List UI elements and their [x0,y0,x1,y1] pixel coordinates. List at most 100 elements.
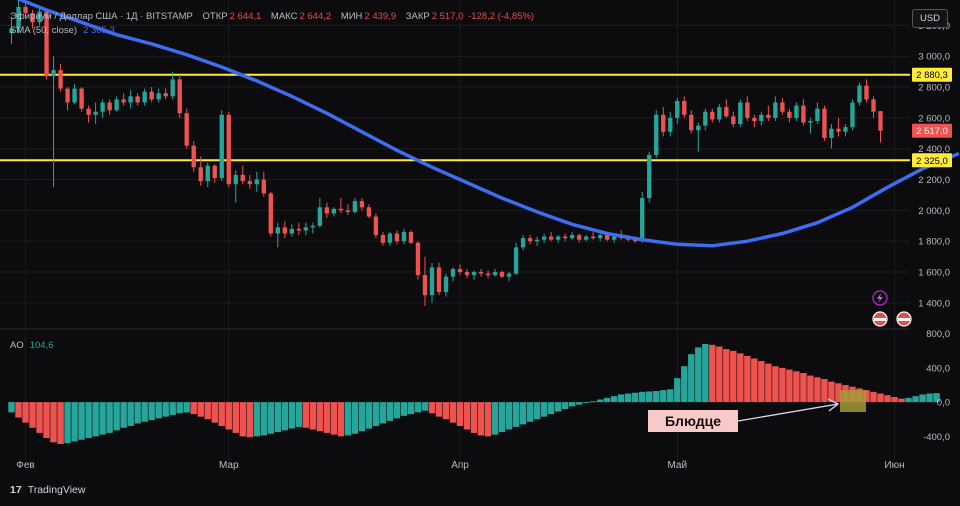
tradingview-name: TradingView [27,484,86,496]
ao-bar-96 [681,366,688,403]
candle-body-99 [703,111,708,126]
candle-body-74 [527,238,533,242]
candle-body-75 [534,239,540,242]
ao-bar-19 [141,402,148,422]
price-tick-label-0: 1 400,0 [918,298,950,309]
candle-body-3 [30,13,35,23]
currency-button[interactable]: USD [912,9,948,28]
candle-body-35 [254,179,259,185]
candle-body-94 [668,117,673,132]
candle-body-61 [436,267,442,293]
ao-bar-29 [211,402,218,423]
candle-body-51 [366,207,372,217]
candle-body-10 [79,88,84,109]
ao-bar-55 [393,402,401,419]
event-markers[interactable] [872,290,912,327]
candle-body-71 [506,273,512,277]
ao-bar-90 [639,391,646,403]
ao-bar-124 [877,393,884,403]
candle-body-106 [752,117,757,121]
close-label: ЗАКР [405,11,430,22]
ao-bar-38 [274,402,282,433]
candle-body-17 [128,96,133,103]
ao-bar-104 [737,353,744,403]
ao-bar-97 [688,354,695,403]
ao-bar-23 [169,402,176,415]
symbol-name[interactable]: Эфириум / Доллар США · 1Д · BITSTAMP [10,11,193,22]
high-label: МАКС [270,11,298,22]
time-axis[interactable]: Фев Мар Апр Май Июн [16,460,904,471]
candle-body-77 [548,236,554,240]
candle-body-121 [857,85,862,103]
candle-body-11 [86,108,91,115]
candle-body-116 [822,108,827,138]
high-value: 2 644,2 [299,11,332,22]
lightning-icon-glyph [877,293,883,303]
level-tag-0-bg [912,67,952,82]
ao-bar-13 [99,402,106,435]
ao-bar-32 [232,402,239,433]
ao-bar-118 [835,383,842,403]
ao-tick-label-3: -400,0 [923,432,950,443]
candle-body-36 [261,179,266,194]
candle-body-37 [268,193,273,234]
saucer-annotation: Блюдце [648,410,738,432]
symbol-legend: Эфириум / Доллар США · 1Д · BITSTAMP ОТК… [10,11,536,22]
ao-bar-70 [498,402,506,433]
ao-bar-1 [15,402,22,418]
time-tick-label-3: Май [667,460,687,471]
candle-body-12 [93,111,98,115]
ao-bar-11 [85,402,92,439]
ao-axis[interactable]: 800,0 400,0 0,0 -400,0 [923,329,950,443]
ao-bar-50 [358,402,366,432]
candle-body-120 [850,102,855,128]
low-value: 2 439,9 [364,11,397,22]
ao-legend[interactable]: AO 104,6 [10,340,54,351]
ao-bar-53 [379,402,387,424]
candle-body-22 [163,93,168,97]
ao-bar-60 [428,402,436,414]
ao-bar-130 [919,394,926,403]
ao-bar-127 [898,398,905,403]
ao-bar-18 [134,402,141,424]
candle-body-29 [212,165,217,179]
lightning-icon[interactable] [872,290,888,306]
ao-bar-91 [646,391,653,403]
candle-body-24 [177,79,182,114]
ao-histogram [8,343,940,445]
candle-body-33 [240,174,245,182]
candle-body-34 [247,181,252,185]
sma-legend[interactable]: SMA (50, close) 2 365,3 [10,25,115,36]
ao-bar-79 [561,402,569,409]
flag-icon-2-stripe [898,318,910,321]
ao-bar-84 [596,399,604,403]
candle-body-52 [373,216,379,236]
ao-value: 104,6 [29,340,54,351]
candle-body-4 [37,11,42,23]
ao-bar-109 [772,366,779,403]
sma-value: 2 365,3 [83,25,115,36]
ao-bar-22 [162,402,169,417]
ao-bar-122 [863,390,870,403]
tradingview-branding[interactable]: 17 TradingView [10,484,85,496]
candle-body-76 [541,236,547,240]
candle-body-8 [65,88,70,103]
ao-bar-71 [505,402,513,430]
horizontal-levels [0,73,910,162]
ao-tick-label-2: 0,0 [937,398,950,409]
candle-body-107 [759,114,764,121]
candle-body-109 [773,102,778,118]
candle-body-46 [331,208,337,214]
candle-body-5 [44,11,49,77]
ao-bar-88 [625,393,632,403]
candles [9,0,883,306]
candle-body-26 [191,145,196,168]
candle-body-100 [710,111,715,120]
candle-body-83 [590,236,596,239]
saucer-highlight [840,390,866,412]
price-tick-label-6: 2 600,0 [918,113,950,124]
candle-body-14 [107,102,112,111]
ao-bar-25 [183,402,190,413]
candle-body-89 [633,239,638,242]
